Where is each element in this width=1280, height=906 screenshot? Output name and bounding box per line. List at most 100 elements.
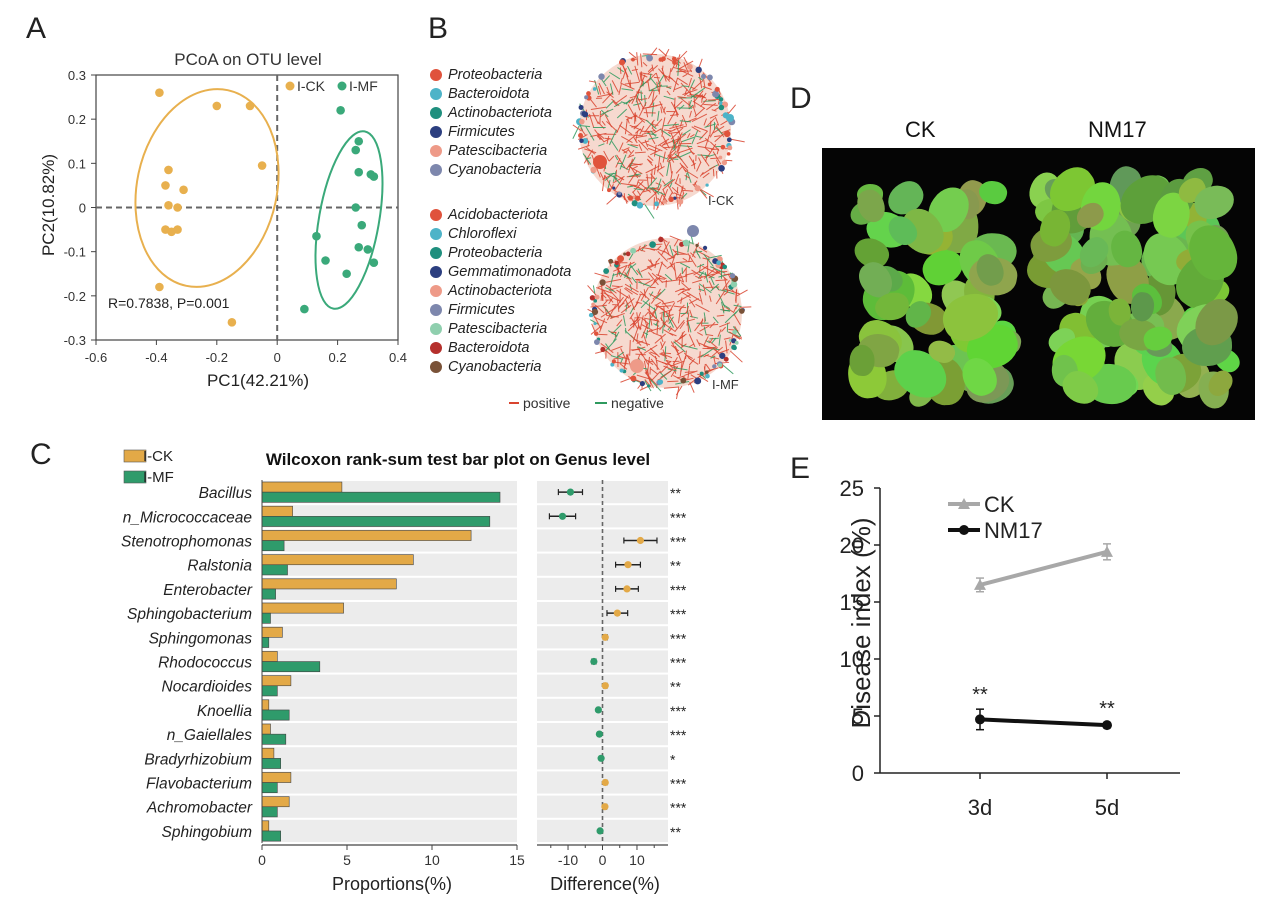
difference-point — [636, 536, 645, 545]
network-node — [594, 294, 600, 300]
pcoa-title: PCoA on OTU level — [174, 50, 321, 69]
significance-marker: *** — [670, 703, 687, 719]
network-edge — [674, 173, 680, 184]
network-edge — [590, 304, 607, 308]
network-edge — [675, 272, 682, 281]
network-edge — [650, 149, 661, 156]
disease-y-tick-label: 10 — [840, 647, 864, 672]
network-edge — [658, 48, 668, 57]
network-edge — [604, 172, 615, 181]
network-edge — [702, 257, 710, 261]
difference-point — [595, 730, 603, 738]
network-edge — [600, 108, 614, 116]
network-node — [707, 82, 712, 87]
phylum-color-dot — [430, 68, 442, 81]
network-node — [702, 245, 708, 250]
network-edge — [689, 110, 692, 118]
network-edge — [637, 312, 642, 319]
network-edge — [699, 130, 708, 141]
pcoa-y-tick-label: -0.3 — [64, 333, 86, 348]
pcoa-point-i-mf — [363, 245, 373, 254]
network-node — [738, 308, 745, 314]
network-node — [723, 130, 731, 138]
network-edge — [672, 139, 676, 151]
significance-marker: *** — [670, 509, 687, 525]
genus-label: Stenotrophomonas — [121, 534, 252, 551]
marker-ck — [974, 578, 986, 590]
network-edge — [695, 135, 703, 139]
network-edge — [632, 136, 638, 144]
network-node — [705, 373, 710, 379]
network-edge — [657, 288, 661, 295]
pcoa-point-i-mf — [300, 304, 309, 314]
network-node — [672, 60, 677, 65]
network-edge — [636, 180, 639, 187]
network-edge — [589, 98, 597, 108]
network-edge — [616, 319, 623, 327]
network-edge — [656, 321, 659, 335]
phylum-name: Chloroflexi — [448, 225, 517, 242]
network-edge — [697, 354, 704, 359]
network-edge — [619, 272, 631, 279]
network-edge — [632, 165, 638, 169]
pcoa-y-tick-label: 0 — [79, 201, 86, 216]
network-legend-item: Actinobacteriota — [430, 103, 552, 122]
network-node — [579, 118, 585, 125]
network-edge — [690, 95, 697, 99]
network-edge — [651, 127, 657, 133]
network-edge — [584, 148, 597, 154]
network-edge — [720, 309, 731, 312]
network-edge — [669, 315, 678, 329]
network-legend-item: Cyanobacteria — [430, 160, 542, 179]
network-edge — [675, 287, 685, 293]
pcoa-scatter-chart: PCoA on OTU level -0.6 -0.4 -0.2 0 0.2 0.4 0.3… — [39, 50, 407, 390]
disease-y-tick-label: 0 — [852, 761, 864, 786]
network-edge — [666, 313, 674, 328]
network-edge — [643, 289, 646, 298]
network-edge — [662, 322, 676, 333]
network-edge — [686, 291, 701, 302]
network-node — [657, 379, 664, 385]
wilcoxon-title: Wilcoxon rank-sum test bar plot on Genus… — [266, 450, 650, 469]
network-edge — [689, 298, 696, 308]
network-node — [636, 202, 644, 209]
network-edge — [616, 108, 628, 119]
network-edge — [659, 320, 668, 331]
network-edge — [640, 351, 649, 365]
genus-bar-i-ck — [261, 481, 343, 493]
network-edge — [619, 67, 622, 74]
genus-bar-i-ck — [261, 747, 275, 759]
pcoa-point-i-mf — [351, 145, 361, 155]
pcoa-x-tick-label: 0.2 — [329, 350, 347, 365]
genus-label: Knoellia — [197, 703, 253, 720]
network-node — [658, 236, 664, 243]
network-edge — [650, 368, 658, 375]
network-edge — [606, 314, 619, 318]
wilcoxon-bar-chart: Wilcoxon rank-sum test bar plot on Genus… — [121, 448, 687, 894]
network-node — [611, 359, 616, 364]
network-edge — [677, 140, 683, 152]
network-edge — [670, 158, 679, 160]
network-node — [593, 155, 607, 169]
network-edge — [689, 382, 695, 393]
network-edge — [673, 341, 686, 353]
difference-point — [601, 633, 609, 641]
phylum-color-dot — [430, 227, 442, 240]
network-edge — [599, 110, 601, 124]
network-edge — [592, 285, 596, 294]
network-edge — [596, 287, 612, 294]
network-edge — [703, 326, 707, 336]
pcoa-x-tick-label: 0.4 — [389, 350, 407, 365]
network-edge — [684, 371, 695, 373]
phylum-name: Actinobacteriota — [448, 104, 552, 121]
phylum-color-dot — [430, 341, 442, 354]
pcoa-point-i-mf — [342, 269, 351, 279]
network-edge — [698, 292, 703, 305]
network-edge — [620, 77, 623, 84]
significance-marker: *** — [670, 727, 687, 743]
network-edge — [700, 188, 714, 198]
network-edge — [664, 346, 667, 362]
network-edge — [654, 333, 666, 344]
network-node — [593, 322, 597, 326]
significance-marker: ** — [670, 679, 681, 695]
